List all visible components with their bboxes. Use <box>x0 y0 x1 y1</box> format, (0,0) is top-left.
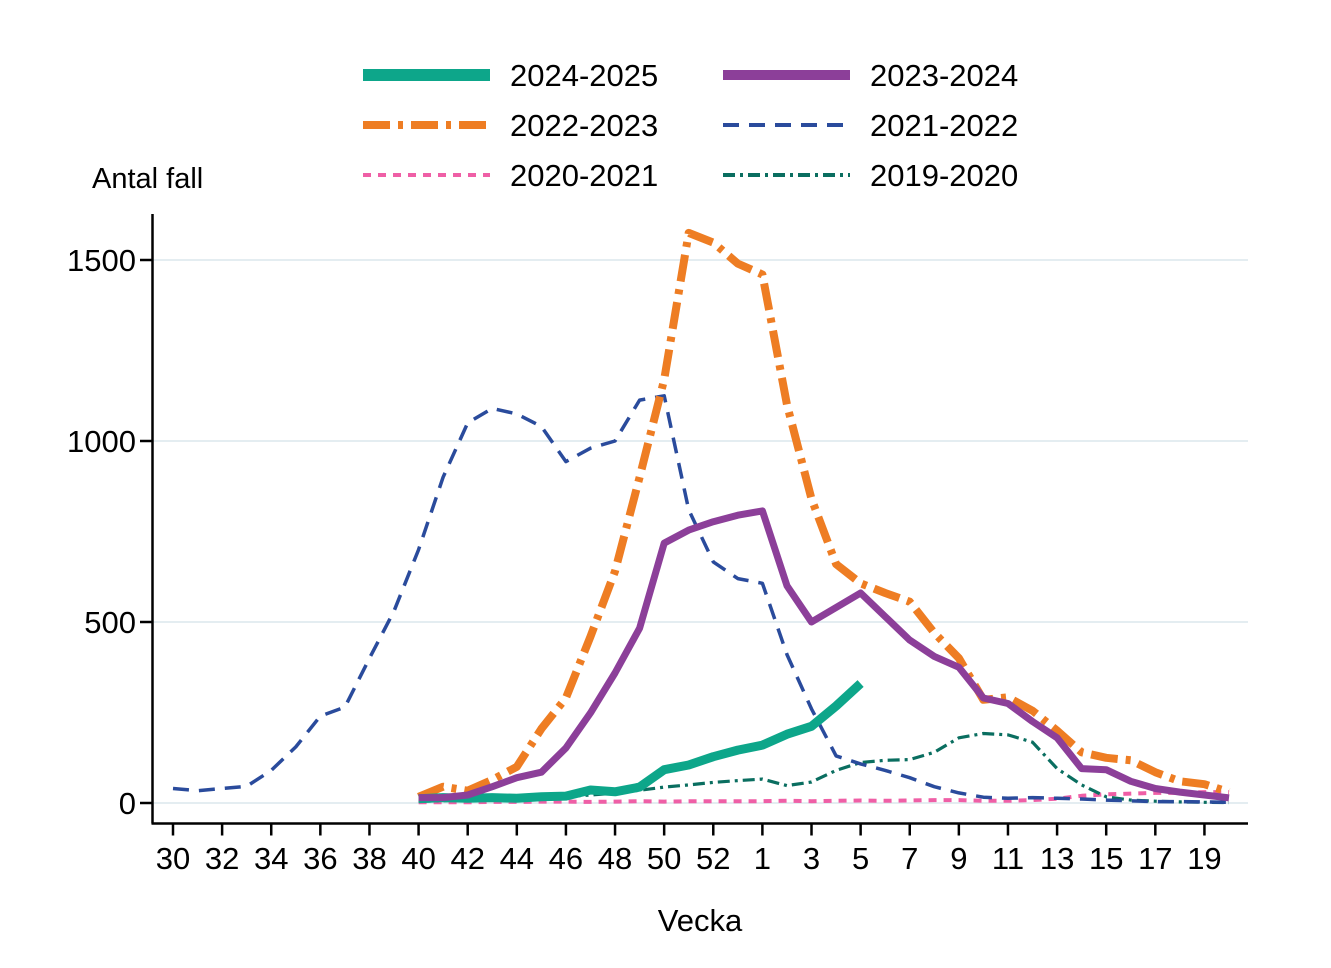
legend-item-2019-2020: 2019-2020 <box>723 152 1018 198</box>
x-tick-label: 17 <box>1138 841 1172 876</box>
x-tick-label: 36 <box>303 841 337 876</box>
x-axis-title: Vecka <box>657 903 743 938</box>
legend-label: 2021-2022 <box>870 107 1019 143</box>
x-tick-label: 44 <box>500 841 534 876</box>
series-line-2024-2025 <box>418 680 864 804</box>
x-tick-label: 19 <box>1187 841 1221 876</box>
x-tick-label: 38 <box>352 841 386 876</box>
x-tick-label: 1 <box>754 841 771 876</box>
y-tick-label: 0 <box>119 786 136 821</box>
x-tick-label: 50 <box>647 841 681 876</box>
legend-label: 2019-2020 <box>870 157 1019 193</box>
x-tick-label: 48 <box>598 841 632 876</box>
x-tick-label: 30 <box>156 841 190 876</box>
legend-swatch-2022-2023 <box>363 121 490 129</box>
legend-swatch-2024-2025 <box>363 69 490 81</box>
legend-label: 2024-2025 <box>510 57 659 93</box>
x-tick-label: 13 <box>1040 841 1074 876</box>
series-line-2021-2022 <box>172 394 1230 805</box>
x-tick-label: 9 <box>950 841 967 876</box>
legend-swatch-2023-2024 <box>723 70 850 80</box>
y-tick-label: 1000 <box>67 424 136 459</box>
x-tick-label: 34 <box>254 841 288 876</box>
x-tick-label: 46 <box>549 841 583 876</box>
legend-label: 2020-2021 <box>510 157 659 193</box>
legend-swatch-2021-2022 <box>723 123 850 127</box>
legend-label: 2022-2023 <box>510 107 659 143</box>
x-tick-label: 11 <box>992 841 1024 876</box>
x-tick-label: 3 <box>803 841 820 876</box>
legend-item-2024-2025: 2024-2025 <box>363 52 658 98</box>
y-tick-label: 500 <box>84 605 136 640</box>
x-tick-label: 5 <box>852 841 869 876</box>
legend-item-2022-2023: 2022-2023 <box>363 102 658 148</box>
y-tick-label: 1500 <box>67 243 136 278</box>
legend-swatch-2019-2020 <box>723 173 850 177</box>
series-line-2022-2023 <box>417 228 1231 801</box>
series-line-2020-2021 <box>418 790 1229 805</box>
series-line-2023-2024 <box>418 507 1230 802</box>
legend-swatch-2020-2021 <box>363 173 490 177</box>
legend-item-2020-2021: 2020-2021 <box>363 152 658 198</box>
y-axis-title: Antal fall <box>92 163 204 195</box>
x-tick-label: 42 <box>450 841 484 876</box>
x-tick-label: 32 <box>205 841 239 876</box>
legend-item-2021-2022: 2021-2022 <box>723 102 1018 148</box>
x-tick-label: 52 <box>696 841 730 876</box>
x-tick-label: 15 <box>1089 841 1123 876</box>
legend-item-2023-2024: 2023-2024 <box>723 52 1018 98</box>
legend-label: 2023-2024 <box>870 57 1019 93</box>
x-tick-label: 40 <box>401 841 435 876</box>
x-tick-label: 7 <box>901 841 918 876</box>
